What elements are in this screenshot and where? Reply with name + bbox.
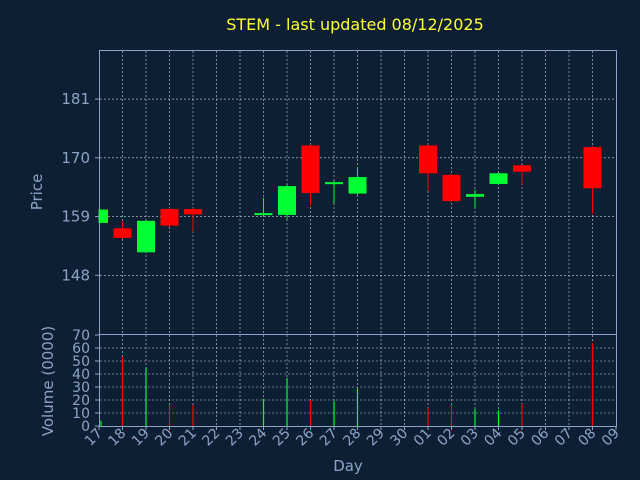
candle-body [419,145,437,174]
candle-body [325,182,343,185]
candle-body [442,174,461,202]
candle [583,146,602,214]
x-tick-label: 05 [505,426,529,450]
price-tick-label: 181 [61,90,90,108]
price-tick-label: 148 [61,266,90,284]
x-tick-label: 08 [575,426,599,450]
x-tick-label: 21 [176,426,200,450]
candle [98,209,108,223]
x-tick-label: 23 [223,426,247,450]
x-tick-label: 07 [552,426,576,450]
volume-tick-label: 70 [72,328,90,344]
candle [325,181,343,204]
volume-tick-label: 60 [72,341,90,357]
price-axis-label: Price [28,174,46,211]
x-tick-label: 22 [199,426,223,450]
candle [160,207,179,228]
chart-title: STEM - last updated 08/12/2025 [226,15,484,34]
candle-body [160,209,179,226]
candle [113,221,132,239]
x-axis-label: Day [333,457,363,475]
candle [137,220,155,253]
x-tick-label: 09 [599,426,623,450]
x-ticks: 17 18 19 20 21 22 23 24 25 26 27 28 29 30 01 02 03 04 05 06… [82,425,623,449]
volume-tick-label: 20 [72,393,90,409]
candle [348,166,367,195]
x-tick-label: 01 [411,426,435,450]
x-tick-label: 18 [105,426,129,450]
candle-body [278,186,296,215]
x-tick-label: 25 [270,426,294,450]
x-tick-label: 30 [387,426,411,450]
candle-body [113,228,132,238]
x-tick-label: 19 [129,426,153,450]
x-tick-label: 20 [152,426,176,450]
candle-body [301,145,320,194]
candle-body [100,209,108,223]
x-tick-label: 03 [458,426,482,450]
volume-tick-label: 40 [72,367,90,383]
x-tick-label: 06 [528,425,552,449]
x-tick-label: 29 [364,426,388,450]
candle [184,207,202,232]
price-y-ticks: 148 159 170 181 [61,90,100,284]
volume-tick-label: 10 [72,406,90,422]
volume-tick-label: 30 [72,380,90,396]
candle [442,173,461,203]
volume-axis-label: Volume (0000) [39,326,57,436]
candle-body [466,194,484,197]
candle [466,189,484,208]
x-tick-label: 28 [340,426,364,450]
candle [489,172,508,186]
x-tick-label: 02 [434,426,458,450]
candle-body [513,165,531,172]
candle [513,165,531,185]
price-tick-label: 159 [61,208,90,226]
price-tick-label: 170 [61,149,90,167]
candle-body [137,220,155,253]
candle [301,144,320,206]
candlestick-series [98,144,602,253]
volume-tick-label: 0 [81,419,90,435]
x-tick-label: 24 [246,425,270,449]
volume-series [100,342,594,426]
candle-body [583,147,602,189]
candle [254,197,273,216]
x-tick-label: 27 [317,426,341,450]
candle [419,144,437,191]
candle-body [348,177,367,194]
volume-tick-label: 50 [72,354,90,370]
x-tick-label: 04 [481,425,505,449]
candle-body [489,173,508,184]
candle-body [184,209,202,215]
x-tick-label: 26 [293,425,317,449]
candle [278,184,296,220]
candle-body [254,213,273,216]
